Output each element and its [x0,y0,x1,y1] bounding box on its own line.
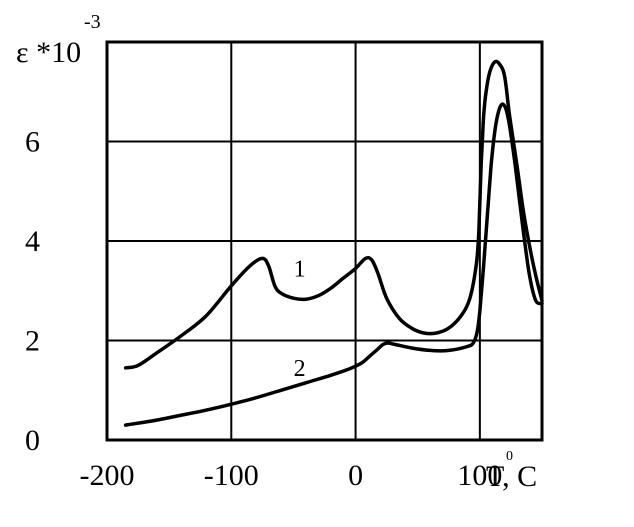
curve-labels: 12 [294,256,306,382]
y-tick-label: 2 [25,325,40,358]
x-tick-label: 0 [348,459,363,492]
y-tick-labels: 0 2 4 6 [25,126,40,458]
curve-label-1: 1 [294,256,306,282]
y-tick-label: 6 [25,126,40,159]
curve-label-2: 2 [294,356,306,382]
x-axis-label: T, C [486,460,537,493]
x-axis-label-superscript: 0 [506,449,513,464]
y-axis-label-exponent: -3 [84,11,101,33]
x-tick-label: -200 [80,459,135,492]
y-tick-label: 0 [25,424,40,457]
y-axis-label: ε *10 [16,36,81,69]
x-tick-label: 100 [457,459,502,492]
series-line-2 [123,102,544,427]
plot-frame [105,40,544,442]
series-line-1 [123,59,544,370]
y-tick-label: 4 [25,225,40,258]
series-layer [123,59,544,427]
x-tick-label: -100 [204,459,259,492]
x-tick-labels: -200 -100 0 100 [80,459,503,492]
